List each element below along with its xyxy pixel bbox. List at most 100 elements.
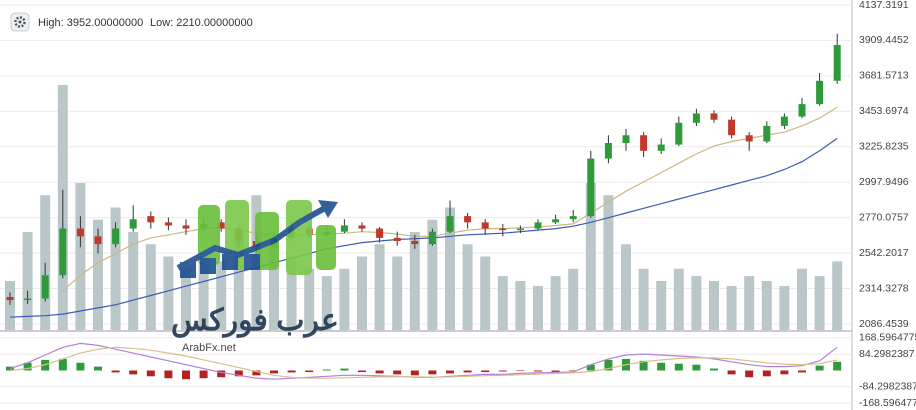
- y-tick-label: 2542.2017: [859, 247, 909, 259]
- volume-bar: [797, 268, 807, 330]
- candle-body: [393, 237, 401, 242]
- candle-body: [675, 122, 683, 145]
- volume-bar: [515, 281, 526, 330]
- macd-histogram-bar: [833, 361, 842, 371]
- volume-bar: [673, 268, 684, 330]
- macd-histogram-bar: [252, 370, 261, 376]
- macd-histogram-bar: [674, 363, 683, 371]
- volume-bar: [480, 256, 491, 330]
- candle-body: [112, 228, 120, 245]
- volume-bar: [779, 285, 790, 330]
- macd-histogram-bar: [727, 370, 736, 375]
- macd-histogram-bar: [182, 370, 190, 380]
- macd-line: [9, 346, 838, 379]
- volume-bar: [497, 276, 508, 330]
- macd-histogram-bar: [23, 362, 32, 371]
- macd-histogram-bar: [639, 360, 648, 371]
- volume-bar: [462, 244, 473, 330]
- low-info: Low: 2210.00000000: [150, 17, 253, 29]
- high-info: High: 3952.00000000: [38, 17, 143, 29]
- volume-bar: [392, 256, 403, 330]
- macd-histogram-bar: [58, 358, 67, 371]
- y-tick-label: 84.2982387: [859, 348, 915, 360]
- candle-body: [6, 297, 14, 301]
- volume-bar: [621, 244, 631, 330]
- macd-histogram-bar: [780, 370, 789, 375]
- macd-histogram-bar: [410, 370, 419, 376]
- macd-histogram-bar: [234, 370, 243, 377]
- candle-body: [640, 135, 648, 151]
- y-tick-label: 4137.3191: [859, 0, 909, 11]
- settings-button[interactable]: [10, 12, 30, 32]
- candle-body: [763, 125, 771, 142]
- volume-bar: [216, 261, 227, 330]
- macd-histogram-bar: [762, 370, 771, 377]
- volume-bar: [832, 261, 843, 330]
- candle-body: [59, 228, 67, 276]
- macd-histogram-bar: [604, 359, 613, 371]
- volume-bar: [75, 183, 86, 330]
- candle-body: [464, 216, 472, 223]
- logo-arrow-head: [318, 200, 338, 218]
- y-tick-label: 3225.8235: [859, 141, 909, 153]
- volume-bar: [726, 285, 737, 330]
- macd-histogram-bar: [516, 370, 525, 372]
- candle-body: [534, 222, 542, 229]
- candle-body: [710, 113, 718, 120]
- volume-bar: [286, 256, 297, 330]
- macd-histogram-bar: [305, 370, 314, 373]
- volume-bar: [427, 219, 438, 330]
- macd-histogram-bar: [322, 369, 331, 371]
- candle-body: [164, 222, 172, 226]
- logo-arrow: [176, 205, 327, 271]
- macd-histogram-bar: [745, 370, 754, 378]
- candle-body: [358, 225, 366, 229]
- macd-histogram-bar: [428, 370, 437, 375]
- volume-bar: [5, 281, 15, 330]
- gear-icon-center[interactable]: [18, 20, 22, 24]
- volume-bar: [22, 232, 33, 330]
- logo-shape: [180, 262, 196, 278]
- macd-histogram-bar: [111, 370, 120, 373]
- volume-bar: [233, 232, 244, 330]
- macd-histogram-bar: [94, 366, 102, 371]
- y-tick-label: 2086.4539: [859, 318, 909, 330]
- candle-body: [76, 228, 84, 237]
- y-tick-label: -168.5964775: [859, 397, 916, 409]
- y-tick-label: 168.5964775: [859, 332, 916, 344]
- y-tick-label: -84.2982387: [859, 381, 916, 393]
- macd-histogram-bar: [569, 370, 578, 372]
- volume-bar: [585, 183, 596, 330]
- macd-histogram-bar: [76, 362, 85, 371]
- macd-histogram-bar: [481, 370, 490, 373]
- candle-body: [798, 104, 806, 117]
- y-tick-label: 2997.9496: [859, 176, 909, 188]
- macd-histogram-bar: [287, 370, 296, 373]
- macd-histogram-bar: [551, 370, 560, 373]
- candle-body: [569, 216, 577, 220]
- candle-body: [516, 228, 524, 231]
- candle-body: [376, 228, 384, 238]
- volume-bar: [409, 232, 420, 330]
- candle-body: [41, 275, 49, 299]
- logo-text: ArabFx.net: [182, 342, 236, 354]
- candle-body: [340, 225, 348, 232]
- candle-body: [182, 225, 190, 229]
- y-tick-label: 3909.4452: [859, 34, 909, 46]
- volume-bar: [656, 281, 667, 330]
- volume-bar: [93, 219, 103, 330]
- candle-body: [587, 158, 595, 217]
- gear-icon[interactable]: [14, 16, 26, 28]
- macd-histogram-bar: [270, 370, 278, 374]
- candle-body: [552, 219, 560, 223]
- volume-bar: [110, 207, 121, 330]
- candle-body: [833, 45, 841, 81]
- logo-shape: [222, 254, 238, 270]
- macd-histogram-bar: [146, 370, 155, 377]
- volume-bar: [269, 244, 279, 330]
- macd-histogram-bar: [164, 370, 173, 379]
- volume-bar: [357, 256, 367, 330]
